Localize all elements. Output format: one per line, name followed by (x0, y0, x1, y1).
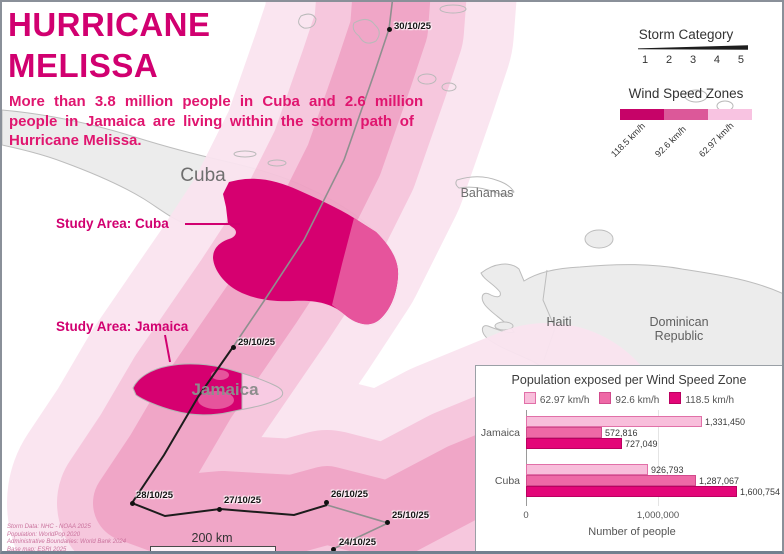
track-date-label: 27/10/25 (224, 495, 261, 506)
storm-category-title: Storm Category (638, 27, 734, 42)
chart-bar (526, 438, 622, 449)
storm-category-taper (638, 45, 748, 50)
storm-category-level: 5 (737, 54, 744, 66)
chart-bar (526, 486, 737, 497)
subtitle-line: people in Jamaica are living within the … (9, 112, 414, 130)
storm-category-levels: 1 2 3 4 5 (642, 54, 744, 66)
scale-bar (150, 546, 276, 551)
subtitle-line: Hurricane Melissa. (9, 132, 142, 149)
storm-category-level: 3 (689, 54, 697, 66)
chart-bar (526, 464, 648, 475)
data-sources: Storm Data: NHC - NOAA 2025 Population: W… (7, 524, 127, 553)
chart-x-axis-label: Number of people (588, 526, 676, 538)
gonave-island (494, 321, 514, 331)
track-point-dot (216, 506, 222, 512)
storm-category-level: 4 (713, 54, 721, 66)
chart-legend-item: 118.5 km/h (669, 392, 734, 406)
source-line: Storm Data: NHC - NOAA 2025 (7, 524, 91, 530)
source-line: Administrative Boundaries: World Bank 20… (7, 539, 127, 545)
track-point-dot (129, 500, 135, 506)
page-title: HURRICANE MELISSA (8, 4, 211, 86)
chart-bar (526, 475, 696, 486)
chart-tick-label: 0 (523, 510, 529, 521)
chart-bar-value: 1,600,754 (740, 487, 781, 497)
chart-legend-item: 92.6 km/h (599, 392, 659, 406)
chart-bar (526, 416, 702, 427)
chart-legend: 62.97 km/h 92.6 km/h 118.5 km/h (476, 392, 782, 406)
study-leader-lines (164, 223, 240, 363)
chart-bar-value: 1,331,450 (705, 417, 746, 427)
study-area-cuba-shape (213, 178, 399, 325)
storm-category-level: 2 (665, 54, 673, 66)
track-date-label: 26/10/25 (331, 489, 368, 500)
chart-legend-swatch (669, 392, 682, 404)
track-point-dot (323, 499, 329, 505)
chart-gridline (658, 410, 659, 506)
chart-bar-value: 926,793 (651, 465, 684, 475)
chart-bar-value: 572,816 (605, 428, 638, 438)
subtitle-line: More than 3.8 million people in Cuba and… (9, 93, 424, 110)
chart-title: Population exposed per Wind Speed Zone (511, 373, 747, 387)
chart-gridline (526, 410, 527, 506)
chart-bar-value: 1,287,067 (699, 476, 740, 486)
chart-legend-swatch (599, 392, 612, 404)
wind-zone-swatch (664, 109, 708, 120)
chart-tick-label: 1,000,000 (636, 510, 680, 521)
wind-zones-title: Wind Speed Zones (628, 86, 744, 101)
wind-zones-swatches (620, 109, 752, 120)
great-inagua-island (584, 229, 614, 249)
chart-legend-swatch (523, 392, 536, 404)
chart-bar-value: 727,049 (625, 439, 658, 449)
country-label: Jamaica (191, 380, 259, 399)
wind-zone-swatch (708, 109, 752, 120)
track-date-label: 25/10/25 (392, 510, 429, 521)
source-line: Population: WorldPop 2020 (7, 531, 81, 538)
chart-bar (526, 427, 602, 438)
chart-category-label: Jamaica (480, 426, 520, 439)
small-islands-group (233, 4, 734, 196)
storm-category-level: 1 (642, 54, 649, 66)
population-chart-panel: Population exposed per Wind Speed Zone 6… (475, 365, 782, 551)
study-area-label: Study Area: Jamaica (56, 319, 189, 334)
wind-zone-swatch (620, 109, 664, 120)
country-label: Bahamas (460, 186, 514, 200)
country-label: Cuba (180, 165, 226, 186)
subtitle: More than 3.8 million people in Cuba and… (9, 92, 477, 151)
track-date-label: 30/10/25 (394, 21, 431, 32)
country-label: Dominican Republic (649, 315, 709, 343)
chart-legend-item: 62.97 km/h (523, 392, 589, 406)
track-date-label: 28/10/25 (136, 490, 173, 501)
title-line-1: HURRICANE (8, 6, 211, 43)
track-date-label: 29/10/25 (238, 337, 275, 348)
track-point-dot (230, 344, 236, 350)
title-line-2: MELISSA (8, 47, 159, 84)
study-area-label: Study Area: Cuba (56, 216, 169, 231)
track-point-dot (384, 519, 390, 525)
scale-bar-label: 200 km (191, 531, 233, 545)
country-label: Haiti (546, 315, 572, 329)
track-point-dot (386, 26, 392, 32)
chart-category-label: Cuba (494, 474, 520, 487)
source-line: Base map: ESRI 2025 (7, 546, 67, 553)
track-date-label: 24/10/25 (339, 537, 376, 548)
storm-track-black (130, 346, 328, 518)
track-point-dot (330, 546, 336, 551)
